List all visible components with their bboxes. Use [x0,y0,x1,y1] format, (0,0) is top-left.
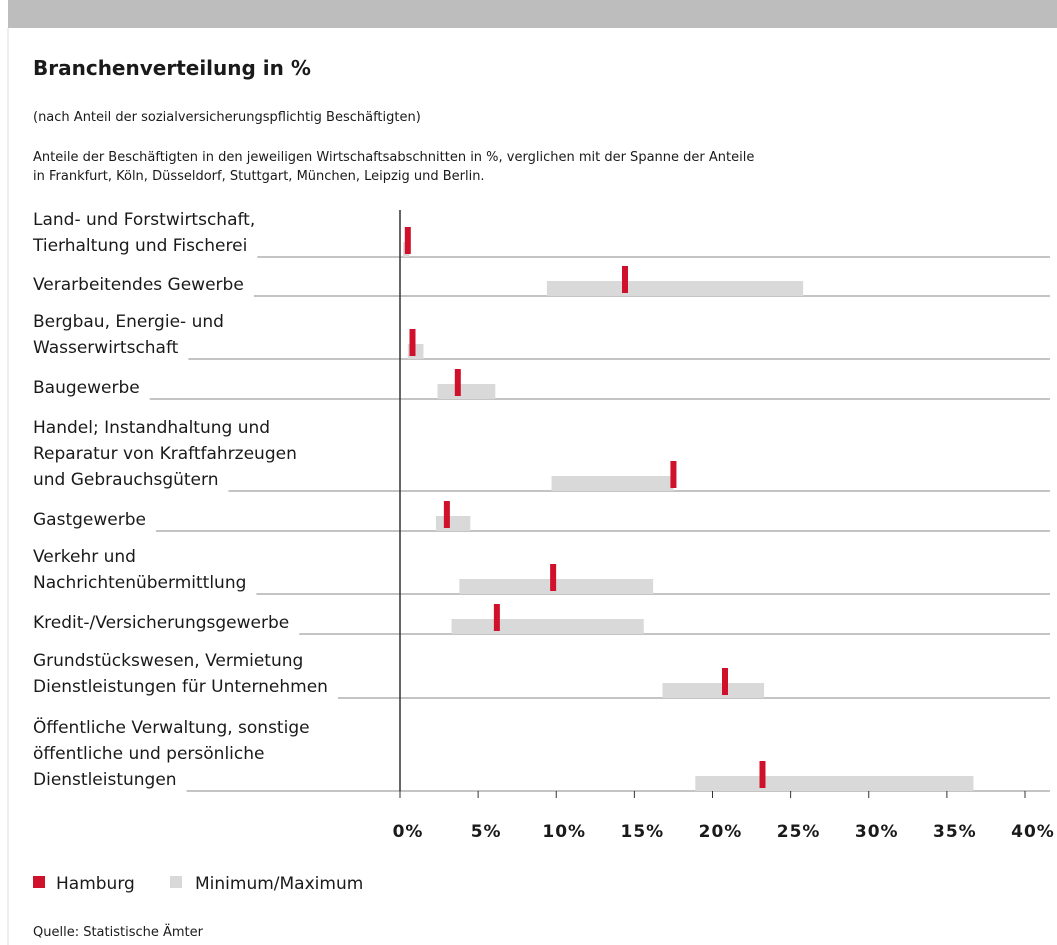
category-label: und Gebrauchsgütern [33,470,218,490]
hamburg-marker [493,604,500,631]
category-label: Dienstleistungen für Unternehmen [33,677,328,697]
x-tick-label: 35% [933,822,977,842]
hamburg-marker [443,501,450,528]
hamburg-marker [409,329,416,356]
range-bar [662,683,765,698]
category-label: öffentliche und persönliche [33,744,264,764]
category-label: Dienstleistungen [33,770,177,790]
range-bar [551,476,674,491]
category-label: Tierhaltung und Fischerei [32,236,247,256]
hamburg-marker [759,761,766,788]
category-label: Kredit-/Versicherungsgewerbe [33,613,289,633]
category-label: Verarbeitendes Gewerbe [33,275,244,295]
x-tick-label: 20% [699,822,743,842]
range-bar [451,619,644,634]
x-tick-label: 0% [393,822,424,842]
hamburg-marker [722,668,728,695]
hamburg-marker [622,266,628,293]
x-tick-label: 5% [471,822,502,842]
category-label: Grundstückswesen, Vermietung [33,651,303,671]
hamburg-marker [550,564,557,591]
category-label: Reparatur von Kraftfahrzeugen [33,444,297,464]
range-bar [435,516,471,531]
subtitle: (nach Anteil der sozialversicherungspfli… [33,110,421,125]
category-label: Bergbau, Energie- und [33,312,224,332]
category-label: Nachrichtenübermittlung [33,573,246,593]
category-label: Wasserwirtschaft [33,338,179,358]
legend-swatch [170,876,182,888]
category-label: Öffentliche Verwaltung, sonstige [33,716,310,738]
x-tick-label: 15% [621,822,665,842]
category-label: Verkehr und [33,547,136,567]
x-tick-label: 25% [777,822,821,842]
chart-title: Branchenverteilung in % [33,56,311,80]
range-bar [546,281,804,296]
legend-swatch [33,876,45,888]
category-label: Baugewerbe [33,378,140,398]
description: in Frankfurt, Köln, Düsseldorf, Stuttgar… [33,169,485,184]
hamburg-marker [454,369,461,396]
description: Anteile der Beschäftigten in den jeweili… [33,150,754,165]
x-tick-label: 30% [855,822,899,842]
legend-label: Minimum/Maximum [195,874,363,894]
hamburg-marker [670,461,677,488]
x-tick-label: 40% [1011,822,1055,842]
range-bar [695,776,974,791]
category-label: Handel; Instandhaltung und [33,418,270,438]
category-label: Land- und Forstwirtschaft, [33,210,255,230]
top-bar [8,0,1057,28]
source: Quelle: Statistische Ämter [33,924,204,940]
legend-label: Hamburg [56,874,135,894]
hamburg-marker [404,227,411,254]
range-bar [437,384,496,399]
range-bar [459,579,654,594]
x-tick-label: 10% [542,822,586,842]
category-label: Gastgewerbe [33,510,146,530]
